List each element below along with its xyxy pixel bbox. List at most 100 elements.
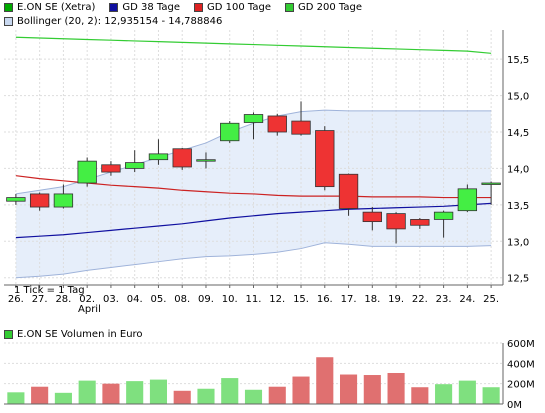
price-ytick-label: 13,0 xyxy=(507,237,529,248)
candle-body xyxy=(291,120,311,135)
sma100-line xyxy=(15,175,492,199)
volume-bar xyxy=(411,387,429,404)
legend-item-gd200: GD 200 Tage xyxy=(285,2,362,13)
volume-bar xyxy=(7,392,25,404)
volume-bar xyxy=(126,381,144,404)
volume-bar xyxy=(78,380,96,404)
volume-bar xyxy=(435,384,453,404)
volume-bar xyxy=(244,389,263,404)
candle-body xyxy=(362,211,382,223)
volume-bar xyxy=(54,392,72,404)
bollinger-lower-line xyxy=(15,242,492,279)
candle-body xyxy=(267,115,287,133)
volume-ytick-label: 400M xyxy=(507,359,535,370)
volume-bar xyxy=(102,383,120,404)
legend-item-volume: E.ON SE Volumen in Euro xyxy=(4,329,143,340)
candle-body xyxy=(77,160,97,184)
legend-label-gd38: GD 38 Tage xyxy=(122,2,181,13)
volume-bar xyxy=(292,376,310,404)
candle-body xyxy=(315,130,335,188)
volume-bar xyxy=(387,372,405,404)
volume-bar xyxy=(316,357,334,404)
volume-bar xyxy=(149,379,168,404)
legend-swatch-gd100 xyxy=(194,3,204,12)
xtick-label: 10. xyxy=(222,294,238,305)
xtick-label: 03. xyxy=(103,294,119,305)
candle-body xyxy=(220,122,240,142)
price-ytick-label: 13,5 xyxy=(507,201,529,212)
legend-label-bollinger: Bollinger (20, 2): 12,935154 - 14,788846 xyxy=(17,16,223,27)
sma200-line xyxy=(15,36,492,54)
xtick-label: 22. xyxy=(412,294,428,305)
candle-body xyxy=(53,193,74,208)
price-ytick-label: 14,5 xyxy=(507,128,529,139)
legend-item-bollinger: Bollinger (20, 2): 12,935154 - 14,788846 xyxy=(4,16,222,27)
volume-ytick-label: 600M xyxy=(507,339,535,350)
legend-item-gd100: GD 100 Tage xyxy=(194,2,271,13)
volume-bar xyxy=(268,386,286,404)
legend-item-price: E.ON SE (Xetra) xyxy=(4,2,95,13)
xtick-label: 19. xyxy=(388,294,404,305)
candle-body xyxy=(196,159,216,162)
xtick-label: 02. xyxy=(79,294,95,305)
volume-bar xyxy=(339,374,358,404)
legend-label-gd200: GD 200 Tage xyxy=(298,2,362,13)
bollinger-legend: Bollinger (20, 2): 12,935154 - 14,788846 xyxy=(4,15,236,28)
legend-label-price: E.ON SE (Xetra) xyxy=(17,2,96,13)
legend-swatch-bollinger xyxy=(4,17,13,26)
candle-body xyxy=(125,162,145,169)
price-ytick-label: 14,0 xyxy=(507,164,529,175)
price-ytick-label: 15,5 xyxy=(507,55,529,66)
volume-bar xyxy=(221,378,239,404)
candle-body xyxy=(386,213,406,230)
xtick-label: 18. xyxy=(364,294,380,305)
legend-label-gd100: GD 100 Tage xyxy=(207,2,271,13)
volume-ytick-label: 0M xyxy=(507,400,522,411)
sma38-line xyxy=(15,202,492,239)
volume-bar xyxy=(31,386,49,404)
xtick-label: 24. xyxy=(459,294,475,305)
candle-body xyxy=(457,188,478,212)
xtick-label: 04. xyxy=(127,294,143,305)
xtick-label: 16. xyxy=(317,294,333,305)
price-ytick-label: 12,5 xyxy=(507,274,529,285)
xtick-label: 09. xyxy=(198,294,214,305)
xtick-label: 05. xyxy=(150,294,166,305)
legend-swatch-gd200 xyxy=(285,3,294,12)
xtick-label: 25. xyxy=(483,294,499,305)
candle-body xyxy=(410,219,430,226)
volume-legend: E.ON SE Volumen in Euro xyxy=(4,328,157,341)
candle-body xyxy=(148,153,169,161)
tick-note: 1 Tick = 1 Tag xyxy=(14,285,85,296)
candle-body xyxy=(29,193,50,208)
legend-swatch-gd38 xyxy=(109,3,119,12)
xtick-label: 11. xyxy=(246,294,262,305)
volume-bar xyxy=(482,387,500,404)
legend-item-gd38: GD 38 Tage xyxy=(109,2,180,13)
xtick-label: 17. xyxy=(341,294,357,305)
volume-bar xyxy=(458,380,476,404)
volume-bar xyxy=(197,388,215,404)
price-ytick-label: 15,0 xyxy=(507,92,529,103)
volume-bar xyxy=(363,375,381,404)
legend-swatch-volume xyxy=(4,330,13,339)
candle-body xyxy=(338,173,359,209)
volume-chart-plot: 0M 200M 400M 600M xyxy=(4,339,535,411)
legend-label-volume: E.ON SE Volumen in Euro xyxy=(17,329,143,340)
xtick-label: 12. xyxy=(269,294,285,305)
xtick-label: 23. xyxy=(436,294,452,305)
xtick-label: 27. xyxy=(32,294,48,305)
xtick-label: 26. xyxy=(8,294,24,305)
candle-body xyxy=(243,114,264,123)
chart-legend: E.ON SE (Xetra) GD 38 Tage GD 100 Tage G… xyxy=(4,1,376,14)
month-label: April xyxy=(78,304,101,315)
price-chart-plot: 12,5 13,0 13,5 14,0 14,5 15,0 15,5 26. 27. 28. 02.… xyxy=(4,30,529,305)
legend-swatch-price xyxy=(4,3,13,12)
candle-body xyxy=(6,197,26,202)
candle-body xyxy=(433,211,454,220)
xtick-label: 15. xyxy=(293,294,309,305)
xtick-label: 28. xyxy=(55,294,71,305)
xtick-label: 08. xyxy=(174,294,190,305)
candle-body xyxy=(101,164,121,173)
